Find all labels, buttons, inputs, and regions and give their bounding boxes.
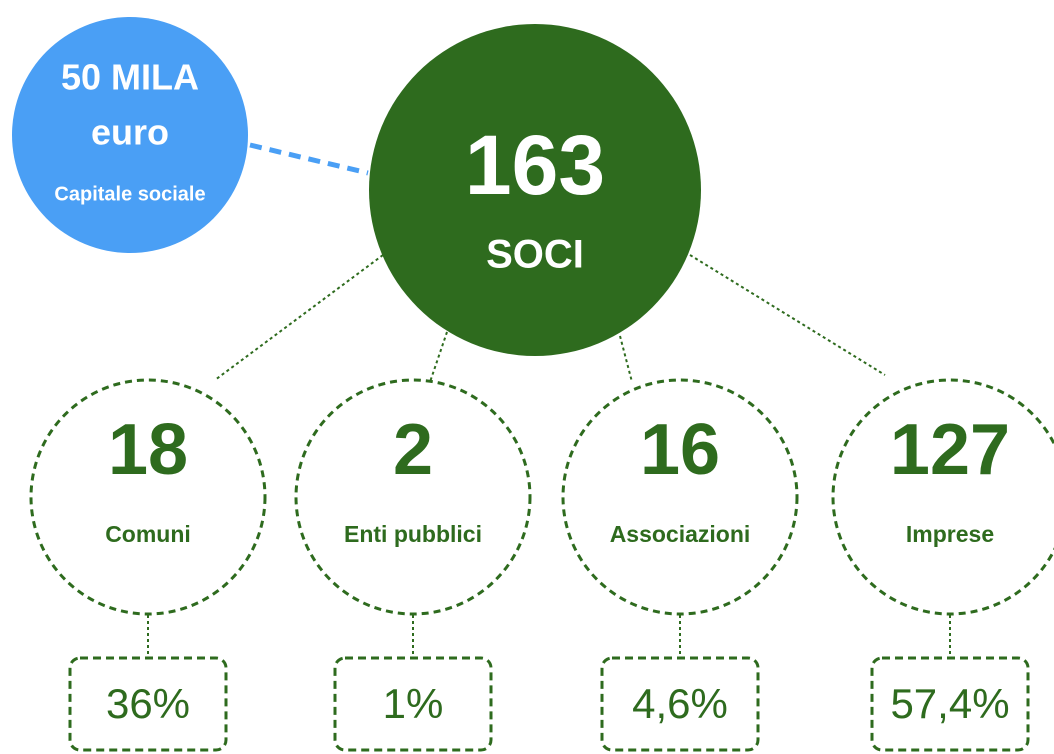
group-share: 1%	[383, 680, 444, 727]
group-connector	[619, 335, 633, 383]
group-share: 57,4%	[890, 680, 1009, 727]
group-circle	[294, 378, 532, 616]
group-label: Enti pubblici	[344, 521, 482, 547]
group-circle	[831, 378, 1054, 616]
group-circle	[29, 378, 267, 616]
group-connector	[689, 254, 886, 376]
capital-unit: euro	[91, 112, 169, 153]
group-count: 16	[640, 410, 720, 490]
group-label: Associazioni	[610, 521, 751, 547]
capital-circle	[12, 17, 248, 253]
share-box	[68, 656, 228, 752]
capital-amount: 50 MILA	[61, 57, 199, 98]
share-box	[600, 656, 760, 752]
group-count: 127	[890, 410, 1010, 490]
group-connector	[214, 254, 384, 381]
members-circle	[369, 24, 701, 356]
group-connector	[429, 331, 448, 383]
group-label: Comuni	[105, 521, 191, 547]
group-count: 18	[108, 410, 188, 490]
capital-label: Capitale sociale	[54, 183, 205, 205]
capital-connector	[249, 142, 369, 176]
group-circle	[561, 378, 799, 616]
share-box	[333, 656, 493, 752]
group-share: 4,6%	[632, 680, 728, 727]
members-total: 163	[465, 118, 605, 212]
share-box	[870, 656, 1030, 752]
group-label: Imprese	[906, 521, 994, 547]
group-share: 36%	[106, 680, 190, 727]
links	[214, 254, 886, 383]
group-count: 2	[393, 410, 433, 490]
members-label: SOCI	[486, 233, 584, 277]
